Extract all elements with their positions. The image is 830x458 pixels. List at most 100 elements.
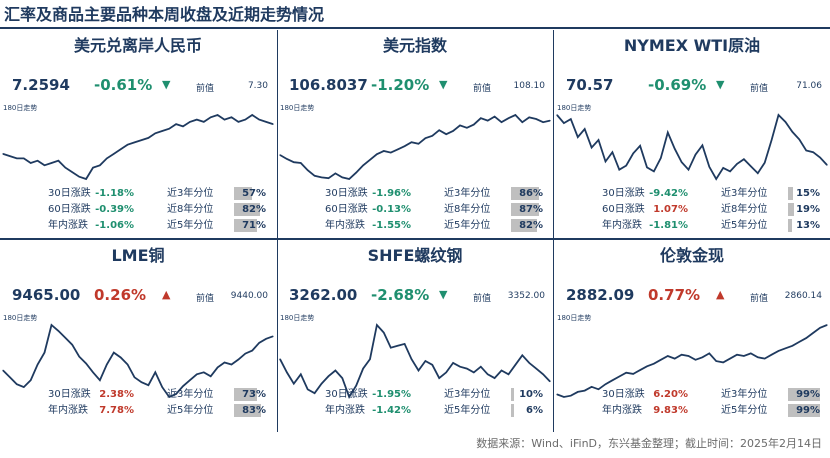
data-point xyxy=(161,130,163,132)
data-point xyxy=(431,364,433,366)
data-point xyxy=(71,344,73,346)
data-point xyxy=(597,388,600,390)
data-point xyxy=(431,135,433,137)
data-point xyxy=(826,164,828,166)
data-point xyxy=(729,170,731,172)
percentile-label: 近5年分位 xyxy=(721,405,768,416)
stat-label: 60日涨跌 xyxy=(325,204,368,215)
data-point xyxy=(341,176,343,178)
prev-value: 9440.00 xyxy=(230,291,268,301)
data-point xyxy=(30,162,32,164)
data-point xyxy=(549,380,551,383)
data-point xyxy=(417,369,420,372)
data-point xyxy=(30,379,32,381)
data-point xyxy=(473,371,475,373)
panel-2: NYMEX WTI原油 70.57 -0.69% ▼ 前值 71.06 180日走势 30日涨… xyxy=(554,30,830,242)
data-point xyxy=(646,166,648,168)
data-point xyxy=(217,114,219,116)
data-point xyxy=(535,368,537,370)
data-point xyxy=(272,335,274,337)
data-point xyxy=(466,127,468,129)
data-point xyxy=(244,353,246,355)
series-line xyxy=(2,323,274,399)
data-point xyxy=(667,355,669,357)
data-point xyxy=(376,153,378,155)
data-point xyxy=(784,121,787,123)
data-point xyxy=(660,359,662,361)
divider-v2 xyxy=(553,30,554,432)
data-point xyxy=(577,136,579,138)
data-point xyxy=(757,356,759,358)
data-point xyxy=(570,395,572,397)
percentile-bar xyxy=(788,203,794,216)
data-point xyxy=(764,358,766,360)
percentile-bar xyxy=(788,219,792,232)
data-point xyxy=(500,121,503,123)
data-point xyxy=(611,379,613,381)
data-point xyxy=(348,396,350,398)
percentile-label: 近3年分位 xyxy=(721,389,768,400)
percentile-value: 99% xyxy=(796,405,820,416)
data-point xyxy=(494,377,496,379)
data-point xyxy=(514,114,516,116)
data-point xyxy=(230,363,233,366)
data-point xyxy=(535,118,537,120)
percentile-bar xyxy=(234,187,252,200)
percentile-value: 73% xyxy=(242,389,266,400)
stat-row: 30日涨跌 -9.42% 近3年分位 15% xyxy=(554,187,830,201)
data-point xyxy=(397,148,399,150)
stat-row: 60日涨跌 -0.39% 近8年分位 82% xyxy=(0,203,276,217)
stat-row: 30日涨跌 -1.95% 近3年分位 10% xyxy=(277,388,553,402)
stat-label: 年内涨跌 xyxy=(602,405,642,416)
data-point xyxy=(777,114,780,116)
data-point xyxy=(542,121,544,123)
percentile-value: 57% xyxy=(242,188,266,199)
data-point xyxy=(798,138,800,140)
data-point xyxy=(237,121,239,123)
percentile-value: 19% xyxy=(796,204,820,215)
data-point xyxy=(230,116,233,118)
panel-change: -2.68% xyxy=(371,286,430,304)
data-point xyxy=(106,157,108,159)
data-point xyxy=(92,371,94,373)
data-point xyxy=(16,383,18,385)
data-point xyxy=(438,129,440,131)
percentile-bar xyxy=(511,187,539,200)
data-point xyxy=(681,161,683,163)
panel-0: 美元兑离岸人民币 7.2594 -0.61% ▼ 前值 7.30 180日走势 30日涨跌 -1… xyxy=(0,30,276,242)
data-point xyxy=(78,176,80,178)
data-point xyxy=(549,120,551,122)
data-point xyxy=(604,383,607,385)
data-point xyxy=(556,393,558,395)
percentile-value: 6% xyxy=(526,405,543,416)
data-point xyxy=(251,350,253,352)
data-point xyxy=(210,116,212,118)
percentile-bar xyxy=(788,187,793,200)
data-point xyxy=(168,128,170,130)
panel-price: 3262.00 xyxy=(289,286,358,304)
data-point xyxy=(424,137,426,139)
trend-chart xyxy=(279,113,551,180)
panel-name: NYMEX WTI原油 xyxy=(623,36,761,55)
stat-row: 30日涨跌 -1.18% 近3年分位 57% xyxy=(0,187,276,201)
data-point xyxy=(570,118,572,120)
stat-label: 年内涨跌 xyxy=(48,405,88,416)
panel-name: 美元兑离岸人民币 xyxy=(73,36,202,55)
data-point xyxy=(300,373,302,375)
data-point xyxy=(591,386,593,388)
data-point xyxy=(681,354,683,356)
percentile-label: 近3年分位 xyxy=(167,389,214,400)
stat-row: 30日涨跌 -1.96% 近3年分位 86% xyxy=(277,187,553,201)
data-point xyxy=(327,375,330,377)
panel-change: -0.69% xyxy=(648,76,707,94)
stat-label: 30日涨跌 xyxy=(48,389,91,400)
data-point xyxy=(591,147,593,149)
series-line xyxy=(2,113,274,181)
data-point xyxy=(189,121,191,123)
data-point xyxy=(113,352,115,354)
panel-price: 70.57 xyxy=(566,76,614,94)
panel-name: 美元指数 xyxy=(382,36,447,55)
percentile-label: 近5年分位 xyxy=(444,405,491,416)
data-point xyxy=(244,119,246,121)
percentile-label: 近5年分位 xyxy=(167,220,214,231)
